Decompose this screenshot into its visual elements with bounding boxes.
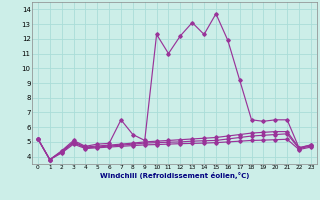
X-axis label: Windchill (Refroidissement éolien,°C): Windchill (Refroidissement éolien,°C) — [100, 172, 249, 179]
